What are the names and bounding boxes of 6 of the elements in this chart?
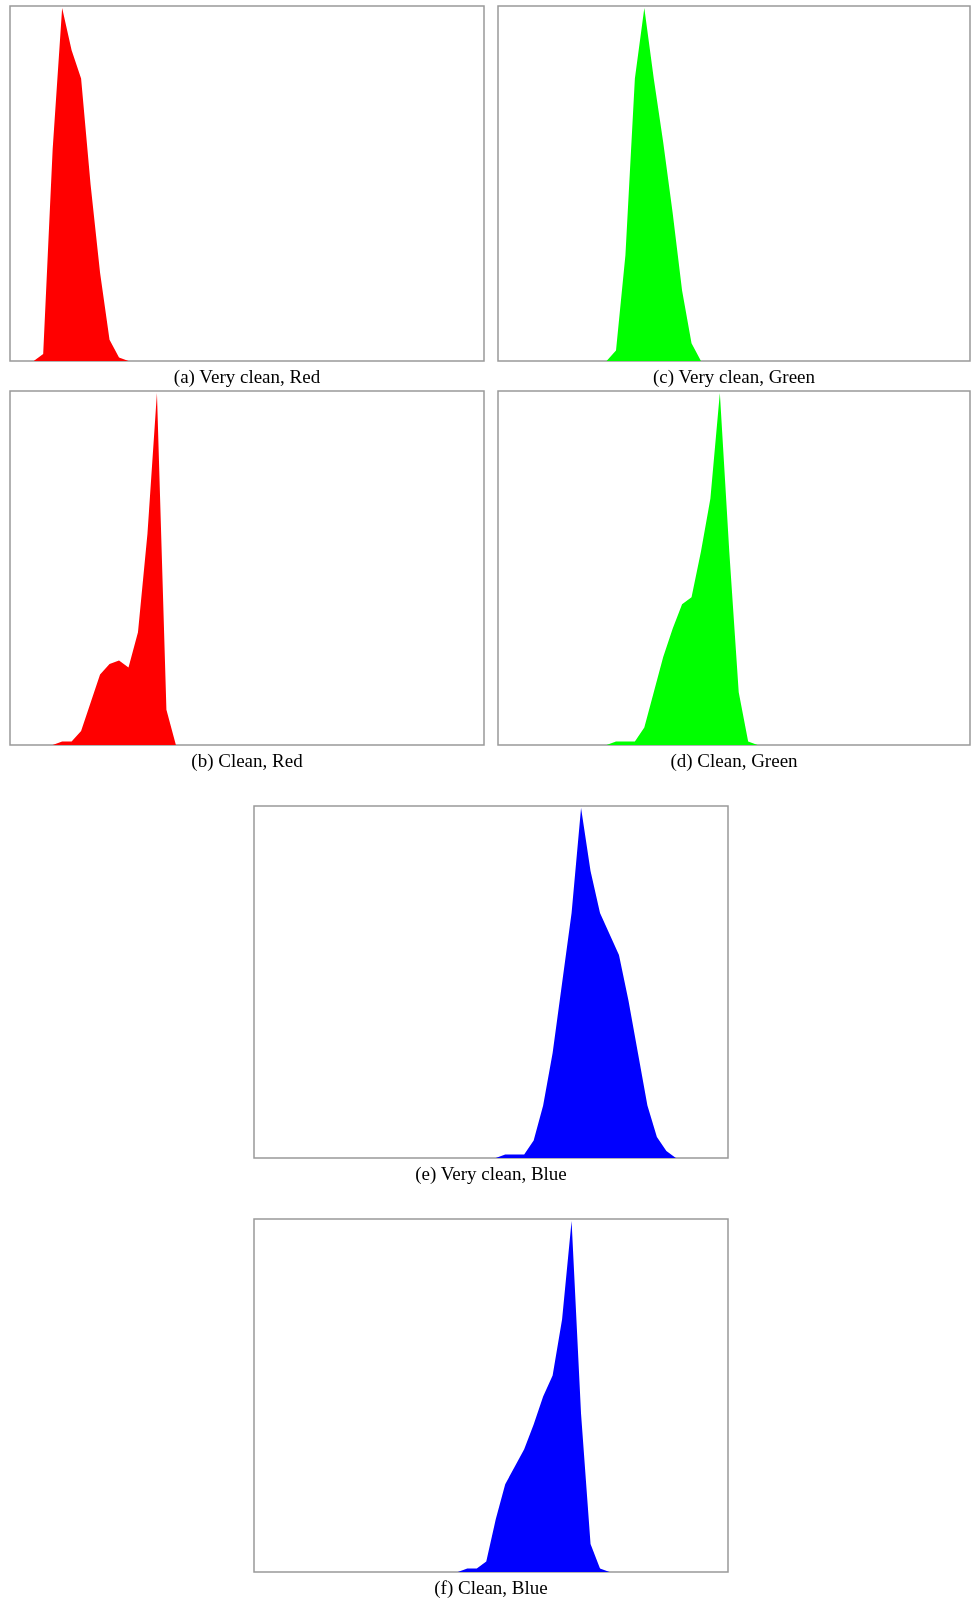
text: (b) Clean, Red bbox=[191, 750, 304, 772]
text: (f) Clean, Blue bbox=[434, 1577, 548, 1599]
text: (a) Very clean, Red bbox=[173, 366, 321, 388]
text: (d) Clean, Green bbox=[670, 750, 799, 772]
text: (e) Very clean, Blue bbox=[415, 1163, 567, 1185]
text: (c) Very clean, Green bbox=[652, 366, 816, 388]
